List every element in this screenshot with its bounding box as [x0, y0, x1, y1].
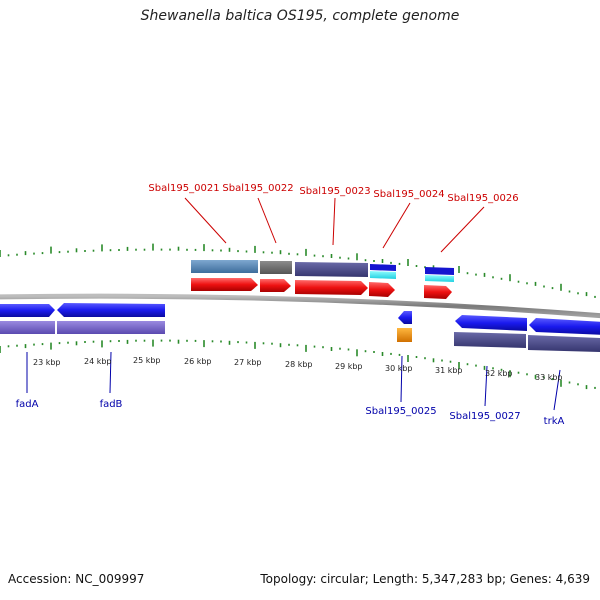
- cds-arrow-reverse: [455, 315, 527, 331]
- genome-title: Shewanella baltica OS195, complete genom…: [140, 8, 460, 24]
- leader-line: [109, 351, 112, 394]
- inner-tick-ring: [0, 339, 596, 390]
- category-block: [397, 328, 412, 342]
- gene-label-reverse: trkA: [544, 416, 565, 427]
- scale-label: 26 kbp: [184, 357, 212, 366]
- forward-cds-track: [191, 278, 452, 299]
- leader-line: [382, 202, 411, 249]
- reverse-cds-track: [0, 303, 600, 335]
- genome-backbone: [0, 293, 600, 319]
- scale-label: 28 kbp: [285, 360, 313, 369]
- scale-label: 32 kbp: [485, 369, 513, 378]
- category-block: [370, 264, 396, 271]
- gene-label-forward: Sbal195_0026: [447, 193, 518, 204]
- cds-arrow-forward: [191, 278, 258, 291]
- category-block: [454, 332, 526, 348]
- cds-arrow-reverse: [0, 304, 55, 317]
- cds-arrow-forward: [369, 282, 395, 297]
- category-block: [57, 321, 165, 334]
- category-block: [0, 321, 55, 334]
- scale-label: 25 kbp: [133, 356, 161, 365]
- leader-line: [553, 369, 561, 411]
- category-block: [191, 260, 258, 273]
- leader-line: [257, 197, 277, 244]
- category-block: [260, 261, 292, 274]
- category-block: [425, 275, 454, 282]
- leader-line: [184, 197, 227, 244]
- leader-line: [440, 206, 485, 253]
- topology-summary: Topology: circular; Length: 5,347,283 bp…: [260, 572, 590, 586]
- gene-label-reverse: Sbal195_0027: [449, 411, 520, 422]
- cds-arrow-reverse: [529, 318, 600, 335]
- gene-label-forward: Sbal195_0023: [299, 186, 370, 197]
- cds-arrow-forward: [260, 279, 291, 292]
- scale-label: 27 kbp: [234, 358, 262, 367]
- scale-label: 31 kbp: [435, 366, 463, 375]
- accession-label: Accession: NC_009997: [8, 572, 145, 586]
- leader-line: [332, 197, 336, 246]
- scale-label: 30 kbp: [385, 364, 413, 373]
- gene-label-forward: Sbal195_0024: [373, 189, 444, 200]
- reverse-leader-lines: [26, 351, 561, 411]
- cds-arrow-reverse: [57, 303, 165, 317]
- forward-category-track: [191, 260, 454, 282]
- category-block: [295, 262, 368, 277]
- reverse-category-track: [0, 321, 600, 352]
- leader-line: [400, 355, 403, 403]
- forward-leader-lines: [184, 197, 485, 253]
- cds-arrow-reverse: [398, 311, 412, 324]
- cds-arrow-forward: [295, 280, 368, 295]
- scale-label: 23 kbp: [33, 358, 61, 367]
- category-block: [425, 267, 454, 275]
- category-block: [528, 335, 600, 352]
- scale-label: 33 kbp: [535, 373, 563, 382]
- cds-arrow-forward: [424, 285, 452, 299]
- scale-label: 24 kbp: [84, 357, 112, 366]
- gene-label-forward: Sbal195_0021: [148, 183, 219, 194]
- gene-label-reverse: Sbal195_0025: [365, 406, 436, 417]
- scale-label: 29 kbp: [335, 362, 363, 371]
- leader-line: [484, 365, 488, 407]
- gene-label-reverse: fadB: [100, 399, 123, 410]
- outer-tick-ring: [0, 243, 596, 298]
- gene-label-forward: Sbal195_0022: [222, 183, 293, 194]
- gene-label-reverse: fadA: [16, 399, 39, 410]
- category-block: [370, 271, 396, 279]
